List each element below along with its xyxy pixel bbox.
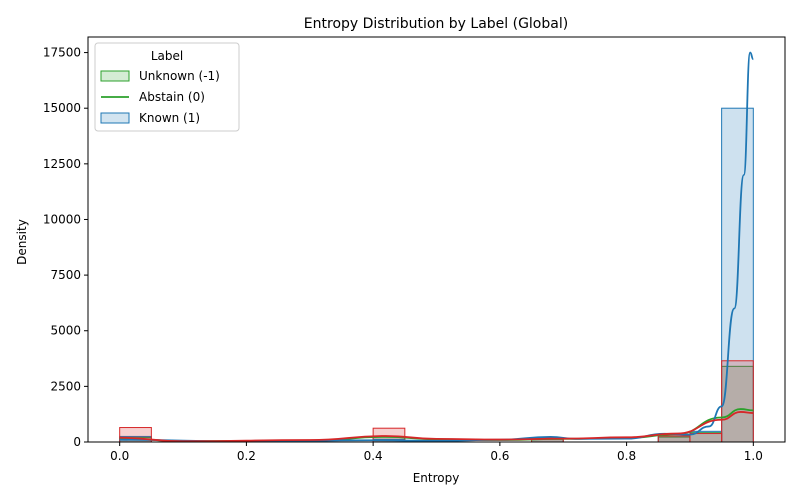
y-tick-label-0: 0	[73, 435, 81, 449]
legend-swatch-0	[100, 70, 130, 82]
x-tick-label-2: 0.4	[364, 449, 383, 463]
y-tick-label-1: 2500	[50, 379, 81, 393]
y-tick-label-4: 10000	[43, 212, 81, 226]
legend-swatch-2	[100, 112, 130, 124]
x-tick-label-3: 0.6	[490, 449, 509, 463]
x-tick-label-1: 0.2	[237, 449, 256, 463]
x-axis-label: Entropy	[413, 471, 460, 485]
legend-label-0: Unknown (-1)	[139, 69, 220, 83]
x-tick-label-4: 0.8	[617, 449, 636, 463]
plot-area: 0.0 0.2 0.4 0.6 0.8 1.0 0 2500 5000 7500 10000 1250…	[43, 36, 786, 463]
y-tick-label-7: 17500	[43, 46, 81, 60]
legend: Label Unknown (-1) Abstain (0) Known (1)	[94, 42, 240, 132]
y-axis-label: Density	[15, 219, 29, 265]
hist-bar-series-2-bin-4	[689, 433, 723, 443]
y-tick-label-5: 12500	[43, 157, 81, 171]
legend-label-2: Known (1)	[139, 111, 200, 125]
y-tick-label-2: 5000	[50, 324, 81, 338]
legend-box	[94, 42, 240, 132]
kde-line-series-2	[119, 411, 754, 443]
y-tick-label-6: 15000	[43, 101, 81, 115]
y-tick-label-3: 7500	[50, 268, 81, 282]
legend-label-1: Abstain (0)	[139, 90, 205, 104]
chart-title: Entropy Distribution by Label (Global)	[304, 16, 568, 32]
axes-frame	[87, 36, 786, 443]
legend-title: Label	[151, 49, 183, 63]
x-tick-label-0: 0.0	[110, 449, 129, 463]
hist-bar-series-2-bin-3	[657, 435, 691, 443]
x-tick-label-5: 1.0	[744, 449, 763, 463]
